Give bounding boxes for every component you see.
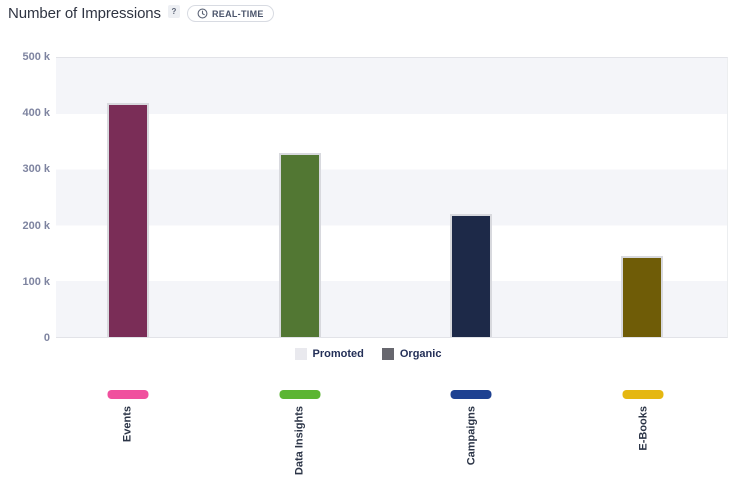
bar-campaigns[interactable] bbox=[449, 214, 492, 337]
help-icon[interactable]: ? bbox=[167, 5, 180, 18]
y-tick-label: 300 k bbox=[22, 163, 50, 176]
y-tick-label: 100 k bbox=[22, 275, 50, 288]
y-tick-label: 500 k bbox=[22, 51, 50, 63]
bar-data-insights[interactable] bbox=[278, 152, 321, 337]
bar-events[interactable] bbox=[106, 102, 149, 337]
category-label[interactable]: Data Insights bbox=[293, 406, 306, 476]
legend-item-label: Organic bbox=[399, 348, 442, 360]
legend-item[interactable]: Promoted bbox=[294, 348, 364, 360]
category-label[interactable]: E-Books bbox=[637, 406, 650, 451]
category-swatch[interactable] bbox=[107, 390, 149, 399]
category-column: Data Insights bbox=[279, 390, 321, 476]
legend-item-label: Promoted bbox=[312, 348, 364, 360]
category-swatch[interactable] bbox=[279, 390, 321, 399]
realtime-badge: REAL-TIME bbox=[186, 5, 274, 22]
x-axis: Events Data Insights Campaigns E-Books bbox=[56, 388, 728, 483]
legend-swatch bbox=[294, 348, 307, 360]
chart-legend: Promoted Organic bbox=[56, 346, 728, 362]
y-tick-label: 400 k bbox=[22, 107, 50, 120]
category-label[interactable]: Campaigns bbox=[465, 406, 478, 466]
category-column: E-Books bbox=[622, 390, 664, 451]
category-label[interactable]: Events bbox=[121, 406, 134, 443]
legend-swatch bbox=[381, 348, 394, 360]
category-column: Events bbox=[107, 390, 149, 443]
realtime-label: REAL-TIME bbox=[211, 8, 264, 19]
y-tick-label: 200 k bbox=[22, 219, 50, 232]
clock-icon bbox=[197, 8, 208, 19]
plot-area bbox=[56, 57, 728, 338]
y-axis: 0 100 k 200 k 300 k 400 k 500 k bbox=[0, 51, 50, 344]
legend-item[interactable]: Organic bbox=[381, 348, 442, 360]
category-swatch[interactable] bbox=[450, 390, 492, 399]
chart-header: Number of Impressions ? REAL-TIME bbox=[8, 5, 274, 22]
category-column: Campaigns bbox=[450, 390, 492, 466]
category-swatch[interactable] bbox=[622, 390, 664, 399]
bar-e-books[interactable] bbox=[621, 256, 664, 337]
y-tick-label: 0 bbox=[43, 332, 50, 344]
page-title: Number of Impressions bbox=[8, 5, 161, 22]
